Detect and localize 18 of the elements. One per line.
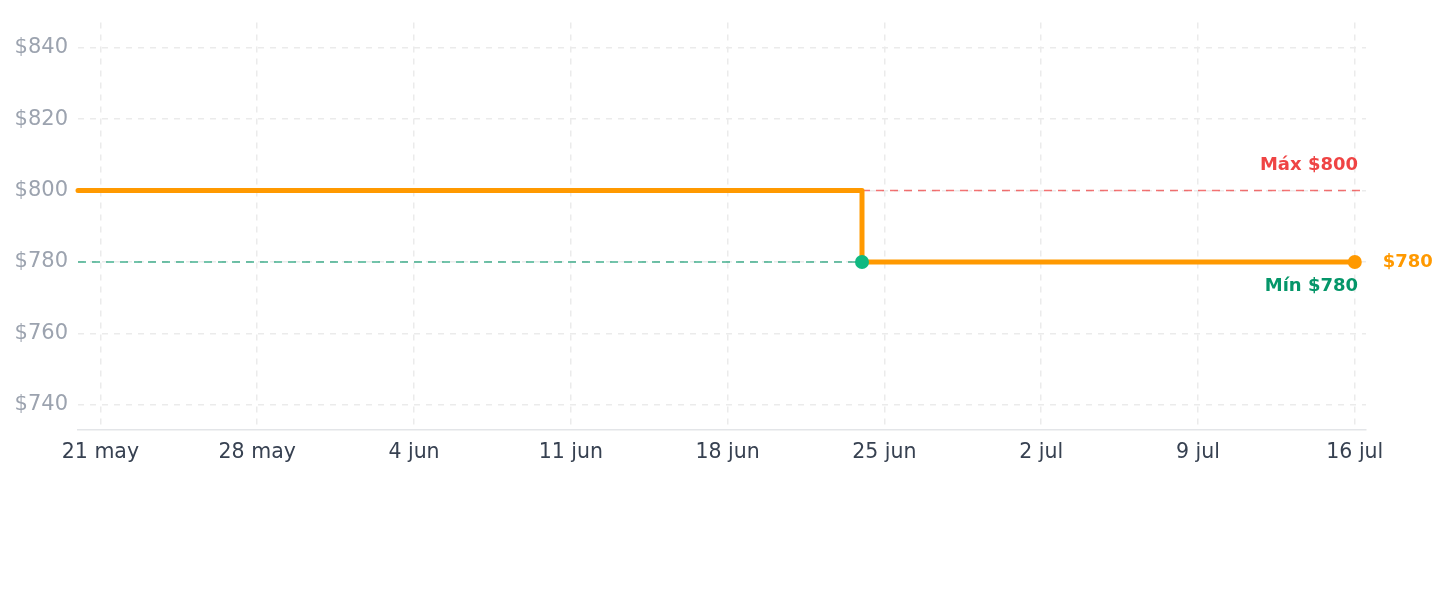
x-tick-label: 18 jun [695, 438, 760, 463]
ref-line-label: Máx $800 [1259, 153, 1358, 175]
y-tick-label: $780 [14, 248, 68, 273]
y-tick-label: $740 [14, 391, 68, 416]
x-tick-label: 2 jul [1019, 438, 1064, 463]
x-tick-label: 4 jun [388, 438, 440, 463]
y-tick-label: $760 [14, 319, 68, 344]
y-tick-label: $840 [14, 34, 68, 59]
x-tick-label: 11 jun [538, 438, 603, 463]
data-label: $780 [1382, 249, 1433, 271]
x-tick-label: 25 jun [852, 438, 917, 463]
x-tick-label: 9 jul [1176, 438, 1220, 463]
x-tick-label: 28 may [218, 438, 296, 463]
x-tick-label: 16 jul [1326, 438, 1384, 463]
y-tick-label: $820 [14, 105, 68, 130]
x-tick-label: 21 may [61, 438, 140, 463]
y-tick-label: $800 [14, 177, 68, 202]
ref-line-label: Mín $780 [1264, 273, 1358, 295]
